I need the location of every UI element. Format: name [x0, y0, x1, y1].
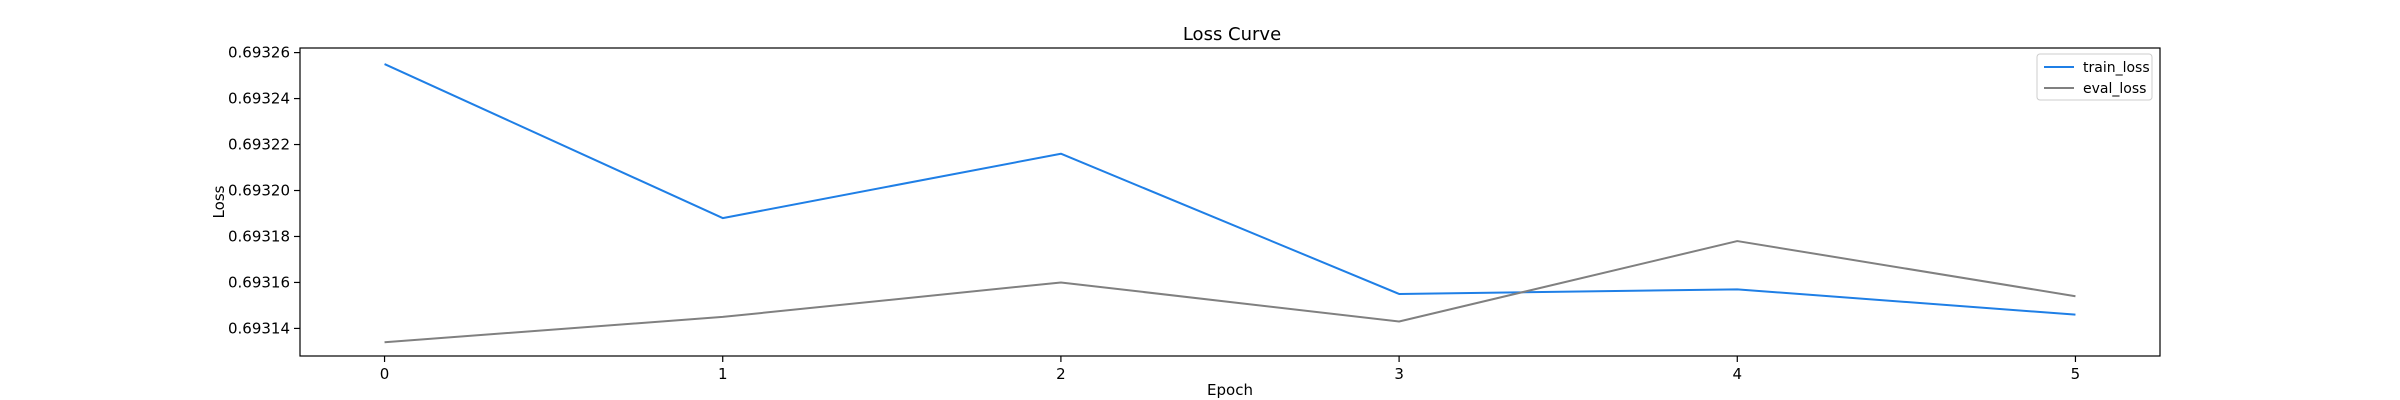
legend: train_loss eval_loss — [2036, 53, 2153, 101]
y-tick-label: 0.69320 — [228, 182, 290, 200]
chart-title: Loss Curve — [1183, 24, 1281, 45]
y-tick-label: 0.69316 — [228, 273, 290, 291]
x-axis-ticks: 0 1 2 3 4 5 — [380, 356, 2080, 383]
legend-label-train-loss: train_loss — [2083, 60, 2150, 76]
series-line-train-loss — [384, 63, 2076, 316]
legend-label-eval-loss: eval_loss — [2083, 81, 2146, 97]
series-line-eval-loss — [384, 240, 2076, 344]
y-tick-label: 0.69318 — [228, 227, 290, 245]
x-axis-label: Epoch — [1207, 381, 1253, 399]
x-tick-label: 5 — [2071, 365, 2081, 383]
y-tick-label: 0.69324 — [228, 90, 290, 108]
x-tick-label: 2 — [1056, 365, 1066, 383]
series-layer — [384, 63, 2076, 344]
y-tick-label: 0.69326 — [228, 44, 290, 62]
y-tick-label: 0.69322 — [228, 136, 290, 154]
y-axis-label: Loss — [210, 185, 228, 218]
plot-area — [299, 47, 2161, 357]
x-tick-label: 3 — [1394, 365, 1404, 383]
x-tick-label: 1 — [718, 365, 728, 383]
y-axis-ticks: 0.69314 0.69316 0.69318 0.69320 0.69322 0.693… — [228, 44, 300, 337]
x-tick-label: 4 — [1732, 365, 1742, 383]
x-tick-label: 0 — [380, 365, 390, 383]
y-tick-label: 0.69314 — [228, 319, 290, 337]
